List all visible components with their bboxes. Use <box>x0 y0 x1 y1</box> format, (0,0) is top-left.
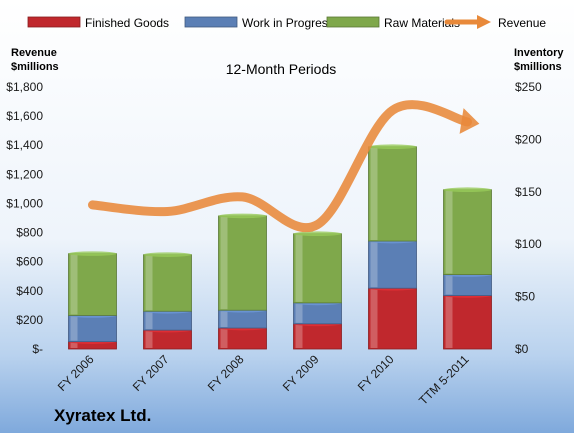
bar-segment <box>443 189 492 275</box>
left-axis: $- $200 $400 $600 $800 $1,000 $1,200 $1,400 $1,6… <box>6 80 43 356</box>
legend-swatch-0 <box>27 16 81 28</box>
bar-segment <box>293 233 342 304</box>
company-name: Xyratex Ltd. <box>54 406 151 425</box>
legend-arrowhead-revenue <box>477 15 491 29</box>
right-tick-label: $200 <box>515 132 542 146</box>
bar-segment-highlight <box>295 234 303 302</box>
chart-subtitle: 12-Month Periods <box>226 61 337 77</box>
bar-segment-highlight <box>70 254 78 315</box>
legend-swatch-1 <box>184 16 238 28</box>
bar-segment-highlight <box>220 216 228 310</box>
bar-segment-highlight <box>70 316 78 341</box>
bar-segment-highlight <box>445 296 453 348</box>
bar-segment-top <box>368 144 417 150</box>
legend-label-revenue: Revenue <box>498 16 546 30</box>
bar-segment-highlight <box>70 342 78 348</box>
bar-segment <box>143 254 192 312</box>
left-tick-label: $1,600 <box>6 109 43 123</box>
bar-segment-highlight <box>145 312 153 330</box>
right-tick-label: $250 <box>515 80 542 94</box>
revenue-line-layer <box>88 100 480 233</box>
bar-segment-highlight <box>145 331 153 348</box>
bar-segment <box>368 146 417 242</box>
bar-segment-highlight <box>145 255 153 311</box>
revenue-line <box>88 100 472 233</box>
left-tick-label: $- <box>32 342 43 356</box>
bar-segment <box>68 253 117 316</box>
bar-segment <box>218 215 267 311</box>
bar-segment-highlight <box>370 242 378 288</box>
bar-segment <box>368 287 417 350</box>
bar-segment <box>368 240 417 289</box>
bar-segment-highlight <box>295 303 303 323</box>
left-axis-title-line1: Revenue <box>11 47 57 59</box>
right-axis: $0 $50 $100 $150 $200 $250 <box>515 80 542 356</box>
bar-segment-top <box>218 213 267 219</box>
left-tick-label: $1,200 <box>6 167 43 181</box>
left-tick-label: $1,400 <box>6 138 43 152</box>
legend: Finished Goods Work in Progress Raw Materi… <box>27 15 546 30</box>
legend-swatch-2 <box>326 16 380 28</box>
bar-segment-highlight <box>445 190 453 274</box>
right-tick-label: $150 <box>515 185 542 199</box>
legend-label-2: Raw Materials <box>384 16 460 30</box>
bar-segment-top <box>68 251 117 256</box>
right-axis-title-line2: $millions <box>514 61 562 73</box>
right-tick-label: $0 <box>515 342 529 356</box>
left-tick-label: $1,000 <box>6 196 43 210</box>
bar-segment-highlight <box>220 311 228 328</box>
left-tick-label: $800 <box>16 226 43 240</box>
right-tick-label: $50 <box>515 290 535 304</box>
right-tick-label: $100 <box>515 237 542 251</box>
left-tick-label: $400 <box>16 284 43 298</box>
bar-segment-highlight <box>445 275 453 295</box>
bar-segment-top <box>443 187 492 193</box>
revenue-arrowhead <box>459 108 480 134</box>
right-axis-title-line1: Inventory <box>514 47 564 59</box>
left-tick-label: $200 <box>16 313 43 327</box>
legend-label-0: Finished Goods <box>85 16 169 30</box>
bar-segment-highlight <box>370 289 378 348</box>
legend-label-1: Work in Progress <box>242 16 334 30</box>
bar-segment-highlight <box>370 147 378 241</box>
bars <box>68 144 492 350</box>
bar-segment-top <box>143 252 192 257</box>
left-axis-title-line2: $millions <box>11 61 59 73</box>
bar-segment-highlight <box>295 324 303 348</box>
left-tick-label: $600 <box>16 255 43 269</box>
bar-segment-top <box>293 231 342 237</box>
left-tick-label: $1,800 <box>6 80 43 94</box>
bar-segment-highlight <box>220 329 228 348</box>
